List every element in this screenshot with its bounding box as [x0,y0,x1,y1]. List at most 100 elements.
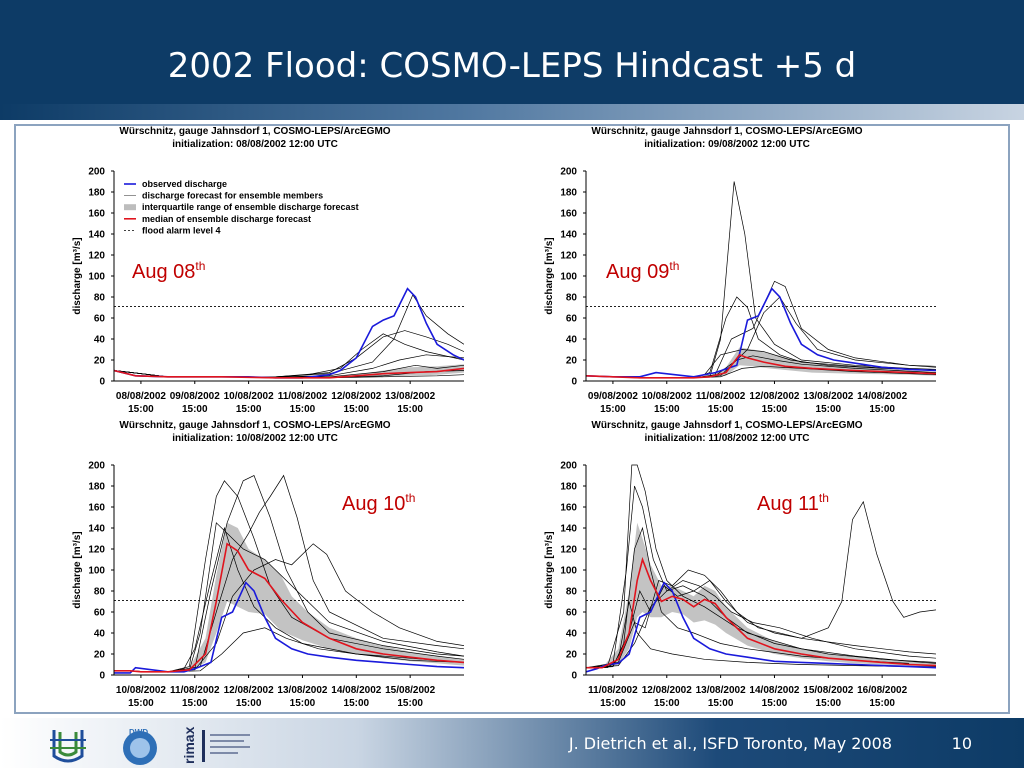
y-tick-label: 160 [560,503,577,514]
x-tick-time: 15:00 [182,698,208,709]
x-tick-time: 15:00 [762,404,788,415]
x-tick-time: 15:00 [600,404,626,415]
y-tick-label: 160 [560,209,577,220]
x-tick-time: 15:00 [869,698,895,709]
x-tick-time: 15:00 [290,698,316,709]
chart-title: Würschnitz, gauge Jahnsdorf 1, COSMO-LEP… [591,420,862,431]
ensemble-member-line [114,522,464,673]
x-tick-date: 12/08/2002 [224,685,274,696]
y-tick-label: 100 [560,566,577,577]
y-tick-label: 40 [566,335,578,346]
x-tick-time: 15:00 [869,404,895,415]
x-tick-time: 15:00 [397,698,423,709]
slide-title: 2002 Flood: COSMO-LEPS Hindcast +5 d [167,46,857,86]
y-tick-label: 0 [99,671,105,682]
chart-subtitle: initialization: 11/08/2002 12:00 UTC [644,433,809,444]
plot-area [114,287,464,379]
observed-discharge-line [114,287,464,379]
x-tick-date: 09/08/2002 [588,391,638,402]
median-forecast-line [586,353,936,379]
x-tick-date: 16/08/2002 [857,685,907,696]
y-tick-label: 180 [88,188,105,199]
x-tick-date: 13/08/2002 [385,391,435,402]
ensemble-member-line [586,485,936,669]
x-tick-time: 15:00 [816,404,842,415]
x-tick-date: 14/08/2002 [749,685,799,696]
chart-aug-08: Würschnitz, gauge Jahnsdorf 1, COSMO-LEP… [72,126,464,415]
y-axis-label: discharge [m³/s] [72,531,83,608]
y-tick-label: 160 [88,503,105,514]
median-forecast-line [114,542,464,673]
annotation-date: Aug 11 [757,493,819,515]
chart-aug-11: Würschnitz, gauge Jahnsdorf 1, COSMO-LEP… [544,420,936,709]
svg-text:rimax: rimax [181,726,197,764]
ensemble-member-line [114,627,464,673]
chart-subtitle: initialization: 08/08/2002 12:00 UTC [172,139,338,150]
x-tick-date: 13/08/2002 [803,391,853,402]
x-tick-time: 15:00 [397,404,423,415]
y-tick-label: 20 [566,356,578,367]
ensemble-member-line [586,500,936,669]
y-tick-label: 200 [88,167,105,178]
annotation-date: Aug 09 [606,261,669,283]
y-tick-label: 140 [560,230,577,241]
y-axis-label: discharge [m³/s] [72,237,83,314]
y-tick-label: 140 [88,230,105,241]
ensemble-member-line [114,475,464,673]
y-tick-label: 60 [566,608,578,619]
chart-title: Würschnitz, gauge Jahnsdorf 1, COSMO-LEP… [591,126,862,137]
date-annotation: Aug 10th [342,491,415,515]
y-tick-label: 180 [560,482,577,493]
annotation-superscript: th [195,259,205,273]
x-tick-time: 15:00 [600,698,626,709]
y-tick-label: 160 [88,209,105,220]
legend-label: median of ensemble discharge forecast [142,214,311,224]
y-tick-label: 140 [560,524,577,535]
x-tick-time: 15:00 [816,698,842,709]
x-tick-date: 13/08/2002 [696,685,746,696]
chart-aug-09: Würschnitz, gauge Jahnsdorf 1, COSMO-LEP… [544,126,936,415]
y-tick-label: 20 [94,356,106,367]
footer-citation: J. Dietrich et al., ISFD Toronto, May 20… [568,734,892,753]
x-tick-time: 15:00 [290,404,316,415]
y-tick-label: 60 [94,608,106,619]
x-tick-time: 15:00 [708,698,734,709]
x-tick-date: 11/08/2002 [278,391,328,402]
date-annotation: Aug 08th [132,259,205,283]
slide-footer [0,718,1024,768]
x-tick-date: 08/08/2002 [116,391,166,402]
x-tick-date: 09/08/2002 [170,391,220,402]
plot-area [586,181,936,379]
y-tick-label: 100 [88,566,105,577]
x-tick-date: 10/08/2002 [224,391,274,402]
median-forecast-line [586,556,936,669]
x-tick-date: 15/08/2002 [385,685,435,696]
x-tick-time: 15:00 [654,698,680,709]
chart-aug-10: Würschnitz, gauge Jahnsdorf 1, COSMO-LEP… [72,420,464,709]
y-tick-label: 80 [566,587,578,598]
charts-panel [14,124,1010,714]
header-stripe [0,104,1024,120]
university-logo-icon [50,730,86,763]
x-tick-date: 11/08/2002 [696,391,746,402]
plot-area [114,474,464,674]
x-tick-time: 15:00 [236,698,262,709]
x-tick-time: 15:00 [708,404,734,415]
y-tick-label: 40 [566,629,578,640]
y-tick-label: 140 [88,524,105,535]
x-tick-date: 13/08/2002 [277,685,327,696]
ensemble-member-line [114,474,464,673]
y-tick-label: 100 [88,272,105,283]
x-tick-date: 12/08/2002 [749,391,799,402]
x-tick-date: 11/08/2002 [170,685,220,696]
y-tick-label: 100 [560,272,577,283]
x-tick-date: 12/08/2002 [331,391,381,402]
x-tick-time: 15:00 [654,404,680,415]
chart-subtitle: initialization: 09/08/2002 12:00 UTC [644,139,810,150]
ensemble-member-line [114,294,464,378]
legend-label: discharge forecast for ensemble members [142,191,323,201]
ensemble-member-line [586,526,910,669]
x-tick-date: 15/08/2002 [803,685,853,696]
iqr-band [114,522,464,672]
y-tick-label: 0 [571,377,577,388]
